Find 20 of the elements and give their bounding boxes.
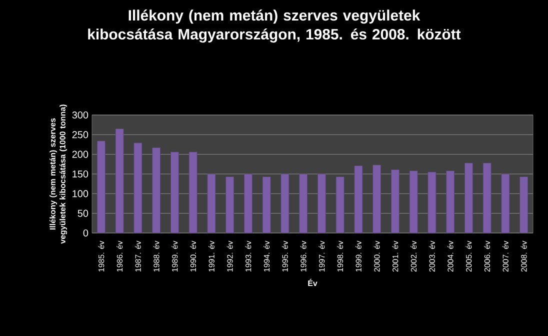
chart-title: Illékony (nem metán) szerves vegyületek kibocsátása Magyarországon, 1985. és 2008. között — [88, 10, 461, 43]
bar — [244, 174, 252, 233]
y-tick-label: 150 — [72, 170, 88, 178]
y-tick-label: 0 — [83, 229, 88, 237]
bar — [96, 140, 106, 233]
y-tick-label: 50 — [78, 210, 88, 217]
bar — [446, 170, 455, 233]
bar — [464, 162, 473, 233]
bar — [317, 174, 326, 233]
bar — [520, 176, 528, 233]
bar — [170, 152, 179, 233]
bar — [226, 176, 234, 233]
y-tick-label: 250 — [72, 131, 88, 138]
y-tick-label: 200 — [72, 150, 88, 158]
bar — [299, 174, 308, 233]
bar — [390, 169, 400, 233]
bar — [152, 147, 161, 233]
y-tick-label: 300 — [72, 111, 88, 119]
bar — [372, 164, 382, 233]
y-tick-label: 100 — [72, 190, 88, 198]
